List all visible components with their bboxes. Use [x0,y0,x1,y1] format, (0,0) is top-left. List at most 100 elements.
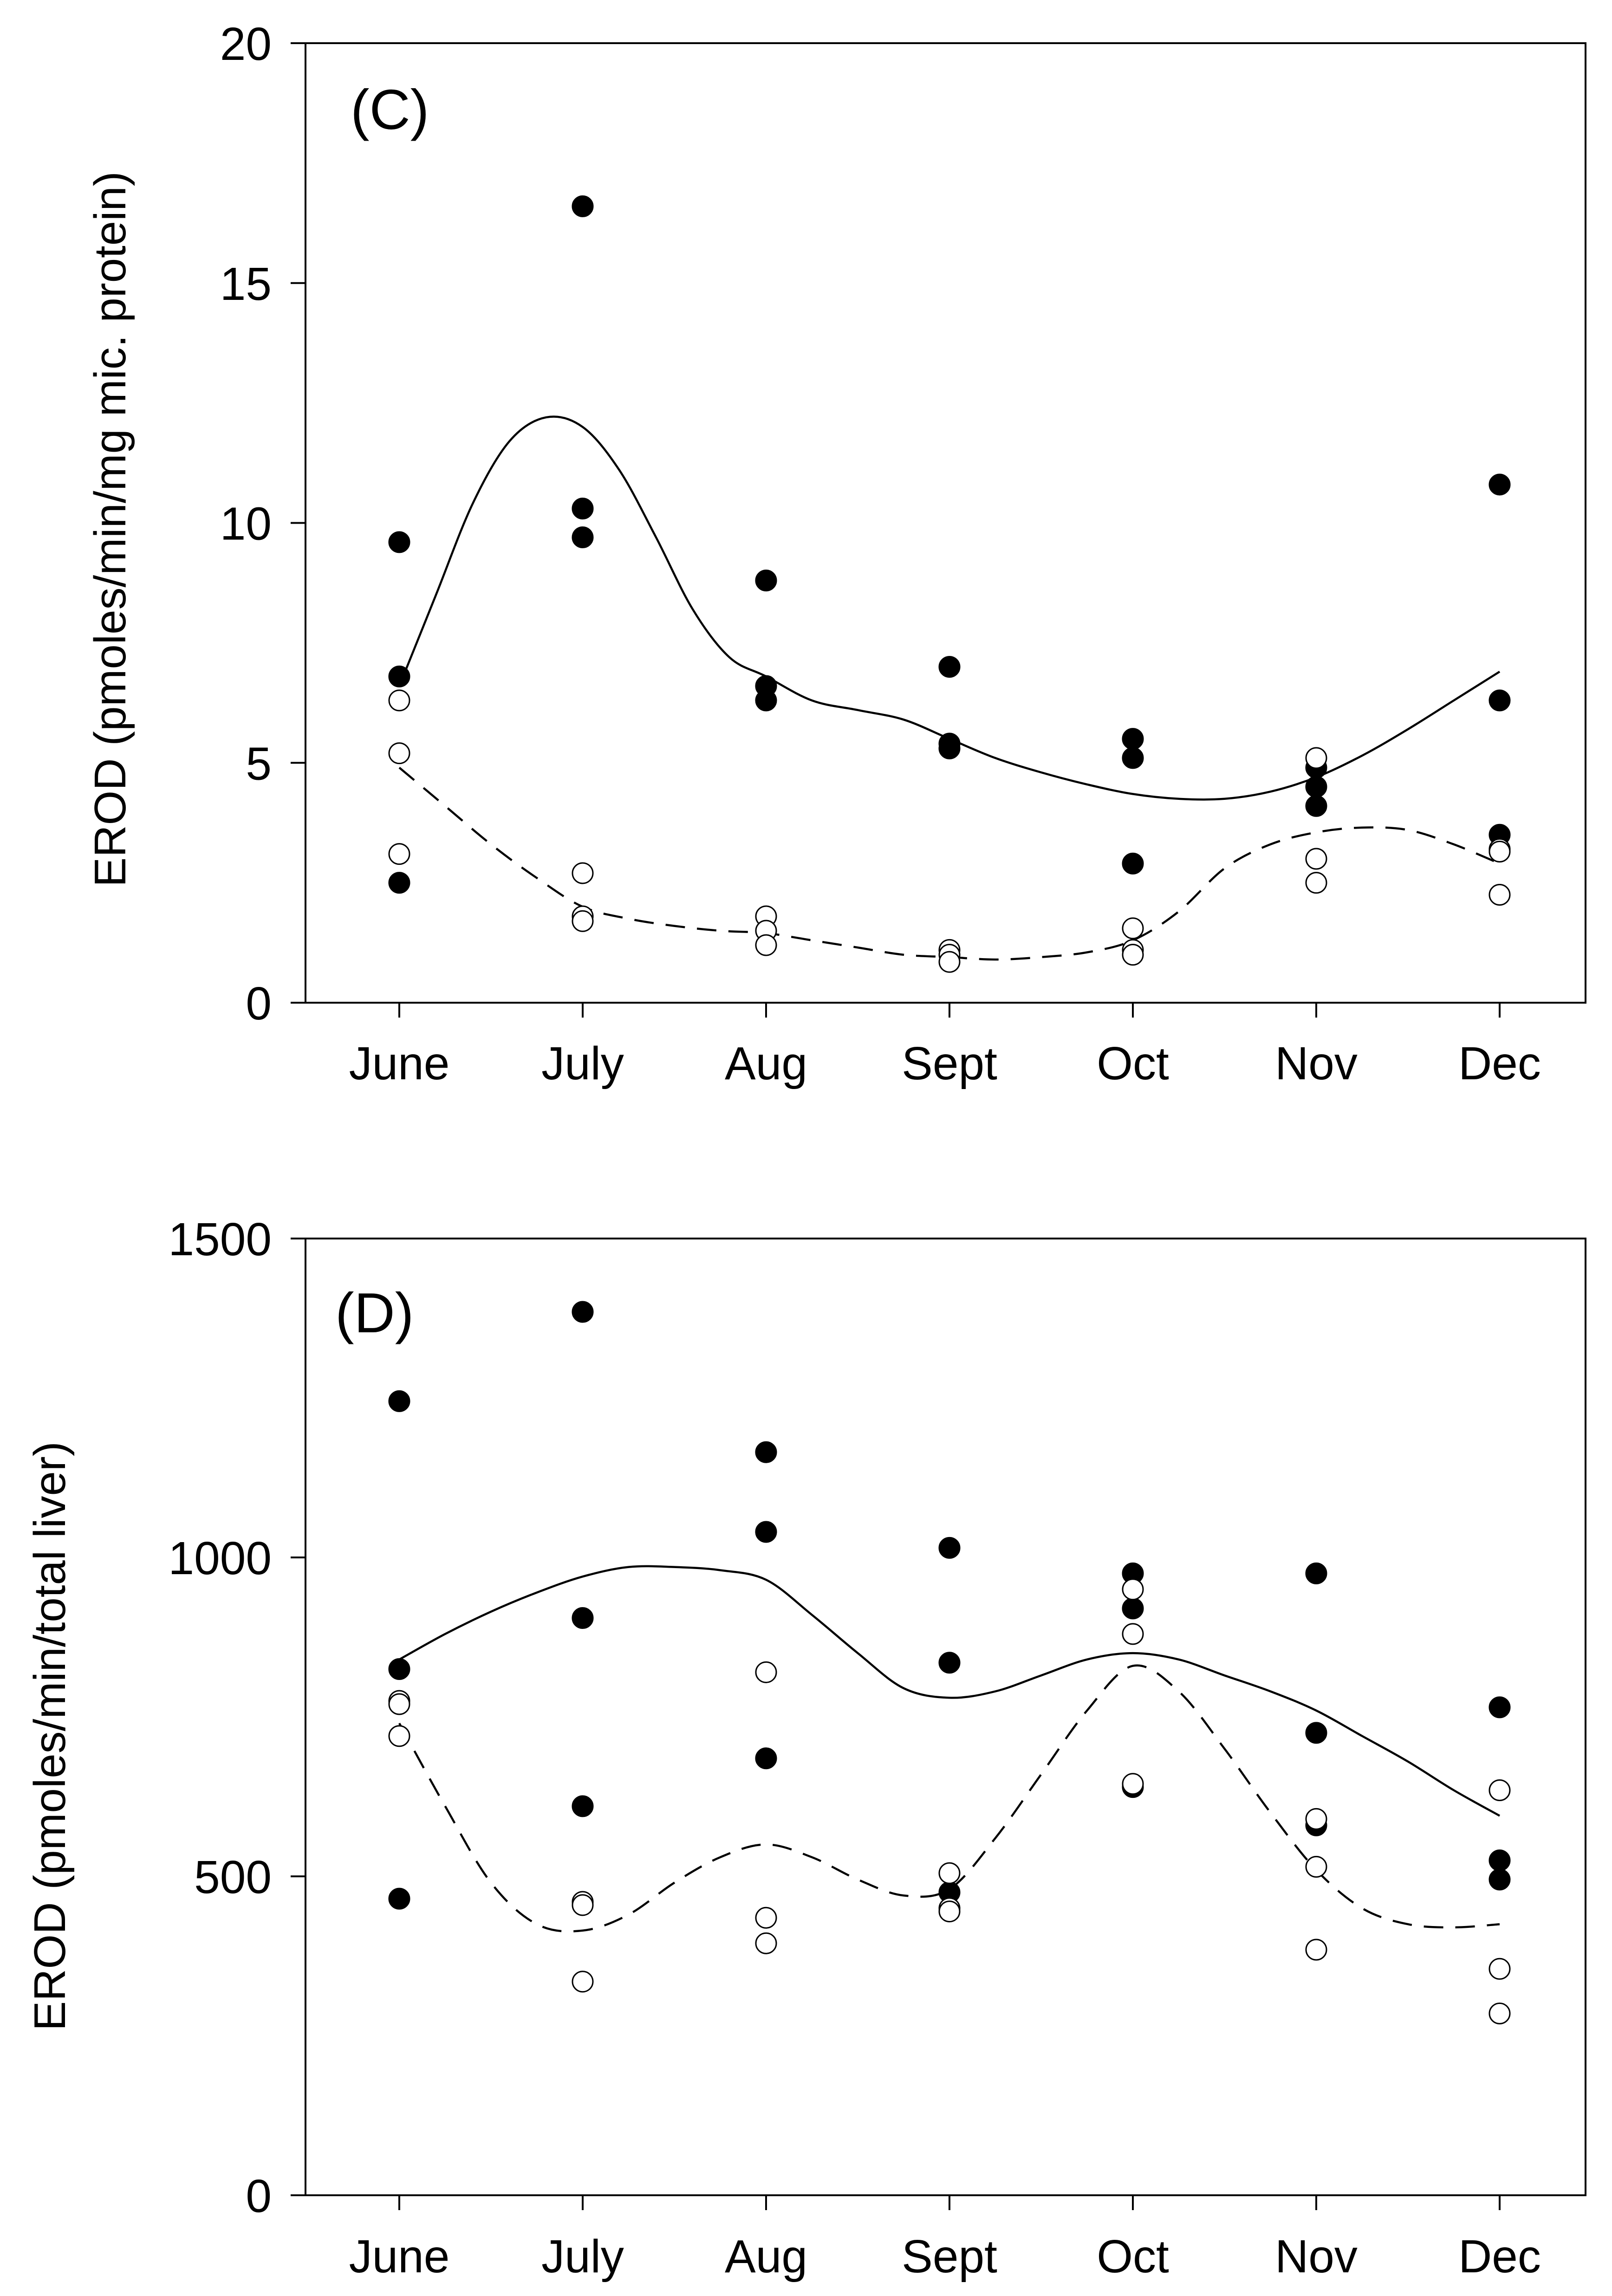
filled-data-point [1305,1722,1327,1744]
open-data-point [388,1693,410,1715]
filled-data-point [1122,728,1144,750]
filled-data-point [938,1537,961,1559]
x-tick-label: June [349,1038,450,1090]
y-tick-label: 0 [246,2170,272,2222]
open-data-point [755,934,777,956]
y-axis-label-c: EROD (pmoles/min/mg mic. protein) [85,171,135,887]
axis-ticks-d: 0 500 1000 1500 June July Aug Sept Oct Nov Dec [169,1213,1541,2283]
x-tick-label: Oct [1097,2231,1169,2283]
filled-data-point [1488,1696,1511,1719]
open-data-point [755,1907,777,1929]
x-tick-label: June [349,2231,450,2283]
filled-data-point [572,497,594,519]
y-tick-label: 5 [246,738,272,790]
open-data-point [938,951,961,973]
x-tick-label: Aug [725,2231,807,2283]
filled-data-point [938,737,961,759]
x-tick-label: Aug [725,1038,807,1090]
filled-data-point [572,526,594,549]
data-points-d [388,1301,1511,2024]
open-data-point [755,1661,777,1683]
filled-fit-line [398,1565,1501,1817]
plot-frame-d [305,1238,1586,2196]
open-data-point [1305,1855,1327,1878]
filled-data-point [572,1607,594,1629]
x-tick-label: Dec [1458,1038,1541,1090]
panel-label-c: (C) [351,78,429,141]
open-data-point [1122,1773,1144,1795]
open-data-point [1305,747,1327,769]
open-data-point [1122,917,1144,940]
y-tick-label: 1000 [169,1532,272,1584]
filled-data-point [1488,473,1511,496]
open-data-point [1122,944,1144,966]
y-tick-label: 15 [220,258,272,310]
filled-data-point [388,1658,410,1680]
x-tick-label: July [541,2231,624,2283]
open-data-point [1488,1958,1511,1980]
open-data-point [388,1725,410,1747]
open-data-point [1488,840,1511,863]
filled-data-point [938,656,961,678]
open-data-point [1122,1578,1144,1601]
open-data-point [1305,872,1327,894]
panel-label-d: (D) [335,1281,414,1344]
axis-ticks-c: 0 5 10 15 20 June July Aug Sept Oct Nov Dec [220,18,1541,1090]
y-tick-label: 0 [246,978,272,1030]
filled-data-point [572,1301,594,1323]
filled-data-point [755,1521,777,1543]
x-tick-label: Sept [902,1038,997,1090]
filled-data-point [755,689,777,712]
filled-data-point [755,570,777,592]
filled-data-point [572,195,594,217]
filled-data-point [388,872,410,894]
filled-data-point [1488,689,1511,712]
x-tick-label: Dec [1458,2231,1541,2283]
y-tick-label: 20 [220,18,272,70]
x-tick-label: Oct [1097,1038,1169,1090]
open-data-point [1488,883,1511,906]
filled-data-point [388,1390,410,1412]
fit-lines-d [398,1565,1501,1933]
data-points-c [388,195,1511,973]
open-data-point [388,742,410,765]
open-data-point [938,1862,961,1884]
filled-data-point [1305,795,1327,817]
open-data-point [1122,1623,1144,1645]
open-data-point [388,843,410,865]
open-data-point [1488,2002,1511,2024]
y-tick-label: 10 [220,498,272,550]
filled-data-point [388,1887,410,1910]
open-data-point [388,689,410,712]
filled-data-point [1122,852,1144,875]
x-tick-label: Sept [902,2231,997,2283]
y-tick-label: 500 [194,1851,272,1903]
x-tick-label: Nov [1275,2231,1358,2283]
panel-d: EROD (pmoles/min/total liver) (D) 0 500 10… [25,1213,1586,2283]
filled-data-point [388,665,410,688]
open-data-point [572,1894,594,1916]
open-data-point [572,910,594,932]
filled-data-point [1305,1562,1327,1584]
x-tick-label: July [541,1038,624,1090]
y-axis-label-d: EROD (pmoles/min/total liver) [25,1441,75,2031]
open-fit-line [398,1664,1500,1933]
y-tick-label: 1500 [169,1213,272,1265]
filled-data-point [1488,1868,1511,1891]
open-data-point [755,1932,777,1954]
filled-data-point [572,1795,594,1817]
open-data-point [1305,1808,1327,1830]
filled-data-point [755,1747,777,1770]
filled-data-point [755,1441,777,1463]
filled-data-point [938,1652,961,1674]
filled-data-point [1122,1597,1144,1620]
filled-data-point [1488,1849,1511,1872]
open-data-point [572,1971,594,1993]
panel-c: EROD (pmoles/min/mg mic. protein) (C) 0 5… [85,18,1586,1090]
open-data-point [1305,848,1327,870]
open-data-point [1488,1779,1511,1802]
open-data-point [1305,1939,1327,1961]
x-tick-label: Nov [1275,1038,1358,1090]
open-data-point [938,1900,961,1923]
filled-fit-line [398,415,1501,801]
